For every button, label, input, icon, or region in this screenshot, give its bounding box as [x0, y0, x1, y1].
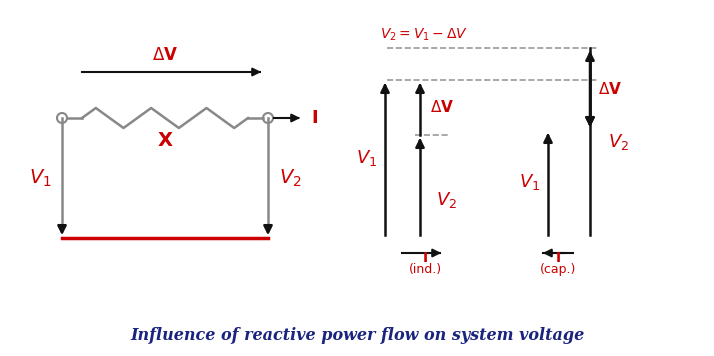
Text: $\Delta$V: $\Delta$V: [430, 99, 454, 115]
Text: $\Delta$V: $\Delta$V: [598, 81, 622, 97]
Text: I: I: [311, 109, 318, 127]
Text: I: I: [423, 251, 428, 265]
Text: X: X: [158, 131, 173, 150]
Text: $V_2$: $V_2$: [436, 190, 457, 210]
Text: $\Delta$V: $\Delta$V: [152, 46, 178, 64]
Text: $V_2 = V_1 -\Delta V$: $V_2 = V_1 -\Delta V$: [380, 27, 468, 43]
Text: $V_1$: $V_1$: [519, 173, 540, 193]
Text: $V_2$: $V_2$: [608, 131, 629, 152]
Text: Influence of reactive power flow on system voltage: Influence of reactive power flow on syst…: [130, 328, 584, 345]
Text: I: I: [555, 251, 560, 265]
Text: (ind.): (ind.): [408, 263, 441, 276]
Text: $V_2$: $V_2$: [278, 167, 301, 189]
Text: (cap.): (cap.): [540, 263, 576, 276]
Text: $V_1$: $V_1$: [29, 167, 51, 189]
Text: $V_1$: $V_1$: [356, 147, 378, 168]
